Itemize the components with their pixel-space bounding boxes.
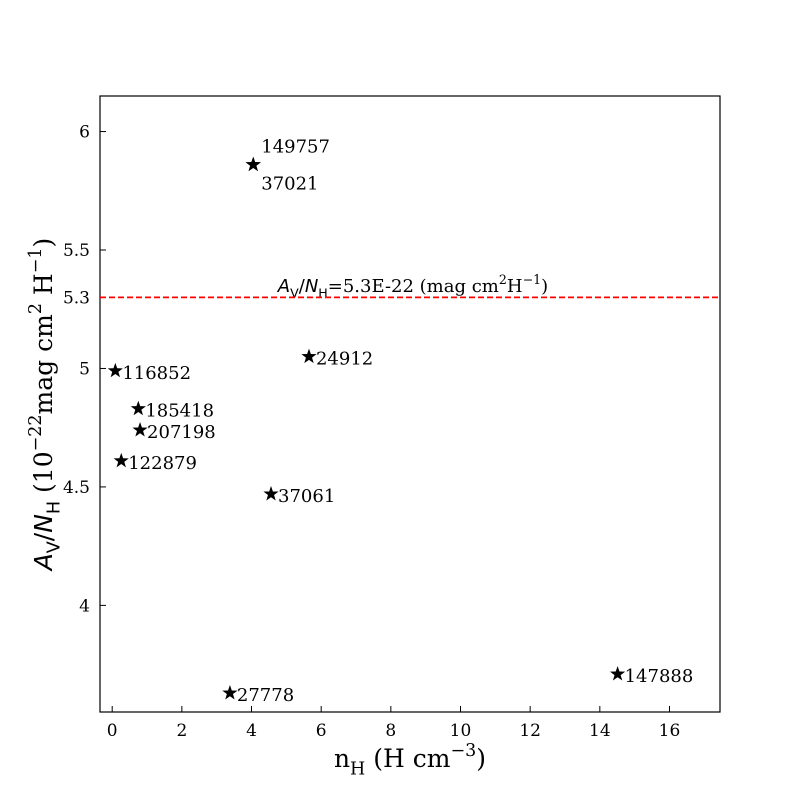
plot-frame — [99, 95, 721, 713]
label-part: −1 — [26, 247, 46, 273]
x-tick-label: 14 — [589, 721, 611, 741]
label-part: ) — [476, 744, 486, 773]
point-label: 122879 — [128, 453, 197, 474]
point — [263, 486, 279, 501]
label-part: =5.3E-22 (mag cm — [328, 276, 499, 297]
point — [130, 400, 146, 416]
point — [107, 362, 123, 378]
label-part: V — [290, 285, 299, 300]
y-tick-label: 5.3 — [63, 288, 90, 308]
label-part: ) — [29, 238, 58, 248]
point-label: 116852 — [122, 363, 191, 384]
label-part: n — [334, 744, 350, 773]
label-part: (10 — [29, 451, 58, 501]
x-tick-label: 16 — [659, 721, 681, 741]
point-label: 37021 — [261, 174, 318, 195]
point — [301, 348, 317, 364]
y-axis-label: AV/NH (10−22mag cm2 H−1) — [26, 238, 65, 573]
point-label: 27778 — [237, 685, 294, 706]
point — [113, 452, 129, 468]
y-tick-label: 4.5 — [63, 478, 90, 498]
point-label: 147888 — [625, 666, 694, 687]
y-tick-label: 5 — [79, 359, 90, 379]
point — [245, 156, 261, 172]
label-part: H — [45, 501, 65, 514]
x-tick-label: 10 — [450, 721, 472, 741]
label-part: N — [29, 514, 58, 533]
x-tick-label: 2 — [176, 721, 187, 741]
label-part: H — [350, 760, 365, 780]
point-label: 185418 — [145, 401, 214, 422]
label-part: H — [29, 273, 58, 303]
point — [132, 422, 148, 437]
point-label: 149757 — [261, 137, 330, 158]
y-tick-label: 4 — [79, 596, 90, 616]
x-tick-label: 6 — [316, 721, 327, 741]
label-part: (H cm — [365, 744, 450, 773]
point — [609, 666, 626, 681]
point-label: 37061 — [278, 486, 335, 507]
label-part: 2 — [26, 303, 46, 314]
label-part: H — [318, 285, 327, 300]
point-label: 24912 — [316, 349, 373, 370]
label-part: H — [507, 276, 523, 297]
label-part: ) — [541, 276, 548, 297]
label-part: mag cm — [29, 314, 58, 415]
label-part: −22 — [26, 414, 46, 451]
x-tick-label: 4 — [246, 721, 257, 741]
label-part: V — [45, 541, 65, 553]
label-part: 2 — [499, 272, 507, 287]
label-part: −3 — [450, 741, 476, 761]
label-part: A — [277, 276, 290, 297]
x-tick-label: 8 — [385, 721, 396, 741]
label-part: A — [29, 553, 58, 572]
x-tick-label: 12 — [519, 721, 541, 741]
label-part: / — [29, 532, 58, 541]
y-tick-label: 6 — [79, 123, 90, 143]
label-part: −1 — [523, 272, 542, 287]
x-tick-label: 0 — [107, 721, 118, 741]
point-label: 207198 — [147, 422, 216, 443]
y-tick-label: 5.5 — [63, 241, 90, 261]
reference-label: AV/NH=5.3E-22 (mag cm2H−1) — [277, 272, 548, 301]
label-part: / — [299, 276, 306, 297]
point — [222, 685, 238, 700]
label-part: N — [305, 276, 318, 297]
x-axis-label: nH (H cm−3) — [334, 741, 486, 780]
